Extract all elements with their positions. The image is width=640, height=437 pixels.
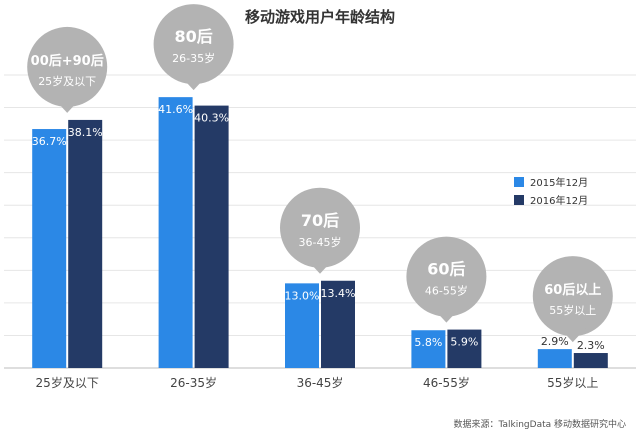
callout-generation: 60后以上 (544, 282, 601, 298)
callout-generation: 70后 (301, 211, 339, 230)
x-tick-label: 25岁及以下 (36, 375, 99, 390)
x-tick-label: 46-55岁 (423, 375, 470, 390)
callout-bubble: 60后 46-55岁 (406, 236, 487, 323)
callout-pointer (433, 308, 460, 323)
x-tick-label: 55岁以上 (547, 375, 598, 390)
x-tick-labels: 25岁及以下 26-35岁 36-45岁 46-55岁 55岁以上 (36, 375, 599, 390)
data-label: 2.3% (577, 339, 605, 352)
data-label: 41.6% (158, 103, 193, 116)
callout-pointer (54, 98, 81, 113)
callout-age-range: 25岁及以下 (38, 74, 96, 88)
bar (158, 97, 193, 368)
callout-bubble: 80后 26-35岁 (153, 4, 234, 91)
bar (321, 280, 355, 368)
bar (32, 129, 67, 368)
callout-generation: 80后 (174, 27, 212, 46)
callout-age-range: 26-35岁 (172, 51, 215, 65)
callout-bubble: 00后+90后 25岁及以下 (27, 26, 108, 113)
callout-circle (153, 4, 234, 85)
callout-age-range: 55岁以上 (549, 303, 596, 317)
legend-label: 2016年12月 (530, 194, 588, 207)
data-label: 5.8% (414, 336, 442, 349)
legend: 2015年12月 2016年12月 (514, 176, 588, 207)
legend-swatch (514, 177, 524, 187)
data-label: 13.0% (285, 289, 320, 302)
source-note: 数据来源：TalkingData 移动数据研究中心 (453, 418, 626, 430)
callout-age-range: 36-45岁 (299, 235, 342, 249)
callout-circle (280, 187, 360, 268)
chart-title: 移动游戏用户年龄结构 (245, 8, 395, 26)
legend-swatch (514, 195, 524, 205)
x-tick-label: 26-35岁 (170, 375, 217, 390)
callout-pointer (180, 76, 207, 91)
data-label: 40.3% (194, 112, 229, 125)
bar (537, 349, 572, 368)
bar (573, 353, 608, 368)
bars (32, 97, 608, 368)
callout-circle (532, 256, 613, 337)
bar (411, 330, 446, 368)
legend-label: 2015年12月 (530, 176, 588, 189)
callouts: 00后+90后 25岁及以下 80后 26-35岁 70后 36-45岁 60后 46-55岁… (27, 4, 613, 343)
bar (194, 105, 229, 368)
callout-pointer (307, 259, 333, 274)
callout-circle (406, 236, 487, 317)
callout-age-range: 46-55岁 (425, 284, 468, 298)
data-labels: 36.7%38.1% 41.6%40.3% 13.0% 13.4% 5.8% 5.9% 2.… (32, 103, 605, 352)
data-label: 38.1% (68, 126, 103, 139)
callout-generation: 60后 (427, 260, 465, 279)
callout-pointer (559, 328, 586, 343)
data-label: 36.7% (32, 135, 67, 148)
data-label: 13.4% (321, 287, 356, 300)
bar (447, 329, 482, 368)
data-label: 5.9% (450, 336, 478, 349)
callout-bubble: 60后以上 55岁以上 (532, 256, 613, 343)
bar (68, 119, 103, 368)
callout-bubble: 70后 36-45岁 (280, 187, 360, 274)
x-tick-label: 36-45岁 (297, 375, 344, 390)
callout-generation: 00后+90后 (31, 53, 104, 69)
callout-circle (27, 26, 108, 107)
data-label: 2.9% (541, 335, 569, 348)
bar (285, 283, 319, 368)
